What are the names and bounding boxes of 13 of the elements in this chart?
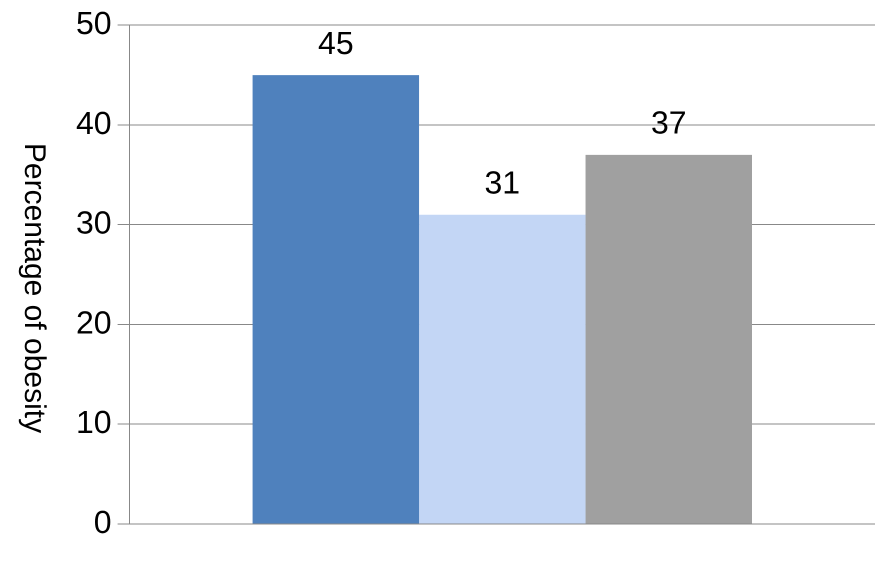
bar [586, 154, 752, 524]
y-tick-label: 30 [76, 204, 112, 241]
y-tick-label: 40 [76, 104, 112, 141]
data-label: 31 [484, 164, 520, 201]
y-tick-label: 0 [94, 504, 112, 540]
y-tick-label: 10 [76, 404, 112, 440]
bar [252, 75, 420, 524]
bar [419, 214, 586, 524]
y-tick-label: 50 [76, 5, 112, 42]
y-tick-label: 20 [76, 304, 112, 340]
data-label: 37 [650, 104, 687, 141]
data-label: 45 [318, 24, 354, 61]
y-axis-title: Percentage of obesity [17, 142, 51, 434]
